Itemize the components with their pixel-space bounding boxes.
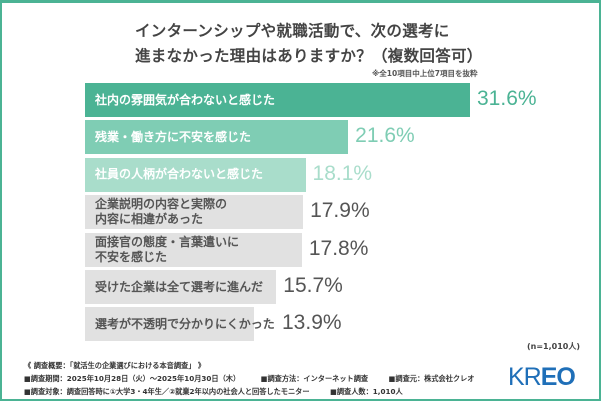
bar: 残業・働き方に不安を感じた [85, 120, 349, 155]
footer-row-1: ■調査期間：2025年10月28日（火）～2025年10月30日（木） ■調査方… [24, 374, 493, 384]
footer-source: ■調査元：株式会社クレオ [388, 374, 475, 383]
footer-target: ■調査対象：調査回答時に①大学3・4年生／②就業2年以内の社会人と回答したモニタ… [24, 387, 310, 396]
footer-respondents: ■調査人数：1,010人 [330, 387, 403, 396]
kreo-logo: KREO [508, 363, 576, 391]
value-label: 21.6% [355, 124, 415, 148]
bar-label: 受けた企業は全て選考に進んだ [95, 279, 264, 294]
footer-period: ■調査期間：2025年10月28日（火）～2025年10月30日（木） [24, 374, 241, 383]
bar: 社内の雰囲気が合わないと感じた [85, 83, 470, 117]
value-label: 18.1% [312, 161, 373, 185]
chart-note: ※全10項目中上位7項目を抜粋 [372, 69, 478, 78]
bar-label: 残業・働き方に不安を感じた [95, 129, 252, 144]
bar-label: 面接官の態度・言葉遣いに 不安を感じた [95, 234, 240, 264]
sample-size: (n=1,010人) [527, 342, 581, 351]
footer-row-2: ■調査対象：調査回答時に①大学3・4年生／②就業2年以内の社会人と回答したモニタ… [24, 387, 421, 397]
bar-label: 企業説明の内容と実際の 内容に相違があった [95, 197, 228, 227]
value-label: 31.6% [477, 87, 537, 110]
bar: 面接官の態度・言葉遣いに 不安を感じた [85, 232, 302, 267]
bar-label: 社員の人柄が合わないと感じた [95, 167, 264, 182]
bar: 受けた企業は全て選考に進んだ [85, 270, 277, 304]
chart-title: インターンシップや就職活動で、次の選考に 進まなかった理由はありますか？（複数回… [135, 19, 483, 69]
title-line-2: 進まなかった理由はありますか？（複数回答可） [135, 47, 483, 65]
bar: 選考が不透明で分かりにくかった [85, 307, 275, 342]
bar: 社員の人柄が合わないと感じた [85, 157, 306, 192]
bar: 企業説明の内容と実際の 内容に相違があった [85, 195, 304, 230]
value-label: 17.8% [308, 236, 369, 260]
title-line-1: インターンシップや就職活動で、次の選考に [135, 22, 450, 40]
bar-label: 選考が不透明で分かりにくかった [95, 316, 275, 331]
value-label: 17.9% [310, 199, 370, 223]
value-label: 13.9% [282, 311, 342, 335]
value-label: 15.7% [283, 274, 343, 297]
footer-overview: 《 調査概要：「就活生の企業選びにおける本音調査」 》 [24, 361, 206, 370]
bar-label: 社内の雰囲気が合わないと感じた [95, 92, 276, 107]
footer-method: ■調査方法：インターネット調査 [260, 374, 369, 383]
